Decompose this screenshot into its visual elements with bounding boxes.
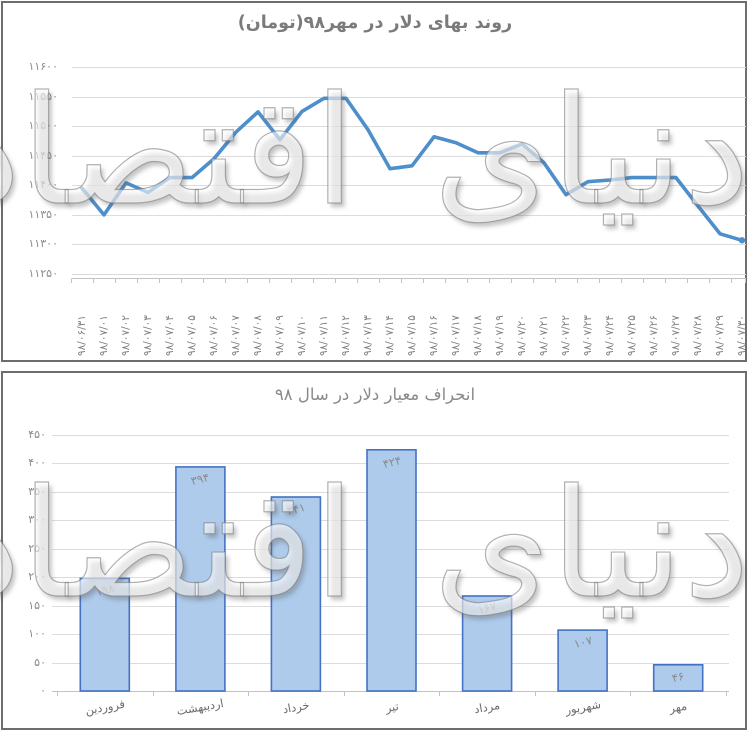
bar-1 — [175, 466, 226, 692]
bar-2 — [270, 496, 322, 692]
bar-6 — [652, 663, 704, 692]
dollar-price-line — [80, 96, 744, 243]
line-end-marker — [738, 237, 746, 244]
bar-4 — [461, 595, 513, 692]
bar-0 — [79, 577, 131, 692]
bar-5 — [557, 629, 608, 692]
bar-3 — [366, 448, 417, 692]
